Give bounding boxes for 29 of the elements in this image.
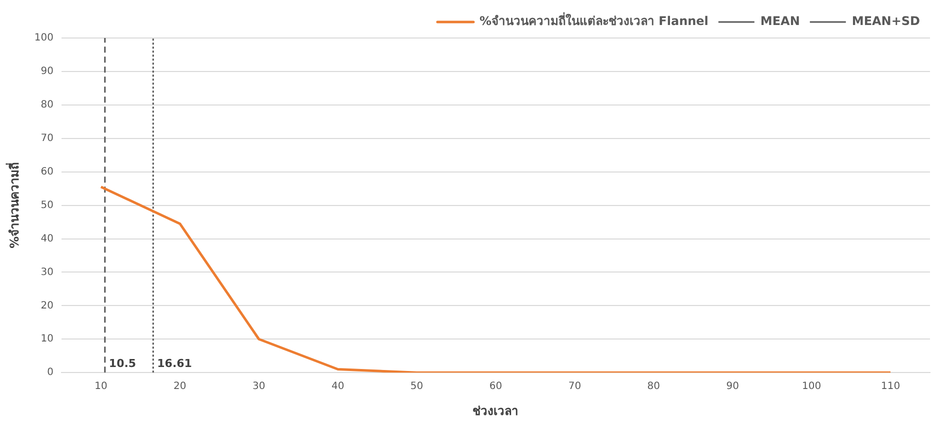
- y-tick-label: 40: [40, 233, 54, 244]
- y-tick-label: 80: [40, 100, 54, 111]
- y-tick-label: 60: [40, 166, 54, 178]
- x-tick-label: 20: [174, 381, 186, 392]
- legend-label: MEAN+SD: [852, 14, 920, 28]
- x-tick-label: 60: [489, 381, 502, 392]
- annotation: 16.61: [157, 356, 192, 370]
- y-tick-label: 100: [34, 32, 54, 44]
- x-tick-label: 10: [94, 381, 108, 392]
- y-tick-label: 20: [40, 300, 54, 312]
- x-tick-label: 90: [726, 381, 739, 392]
- y-tick-label: 90: [40, 66, 54, 78]
- y-tick-label: 50: [40, 200, 54, 211]
- x-tick-label: 50: [410, 381, 424, 392]
- y-tick-label: 10: [40, 334, 54, 345]
- y-axis-title: %จำนวนความถี่: [5, 162, 22, 248]
- x-tick-label: 80: [647, 381, 660, 392]
- x-tick-label: 40: [331, 381, 344, 392]
- y-tick-label: 30: [40, 266, 54, 278]
- y-tick-label: 70: [40, 132, 54, 144]
- x-tick-label: 70: [568, 381, 582, 392]
- y-tick-label: 0: [47, 367, 54, 378]
- annotation: 10.5: [108, 356, 136, 370]
- x-axis-title: ช่วงเวลา: [472, 404, 519, 418]
- legend-label: %จำนวนความถี่ในแต่ละช่วงเวลา Flannel: [479, 12, 708, 28]
- x-tick-label: 100: [802, 381, 822, 392]
- x-tick-label: 110: [880, 381, 900, 392]
- x-tick-label: 30: [252, 381, 266, 392]
- legend-label: MEAN: [760, 14, 800, 28]
